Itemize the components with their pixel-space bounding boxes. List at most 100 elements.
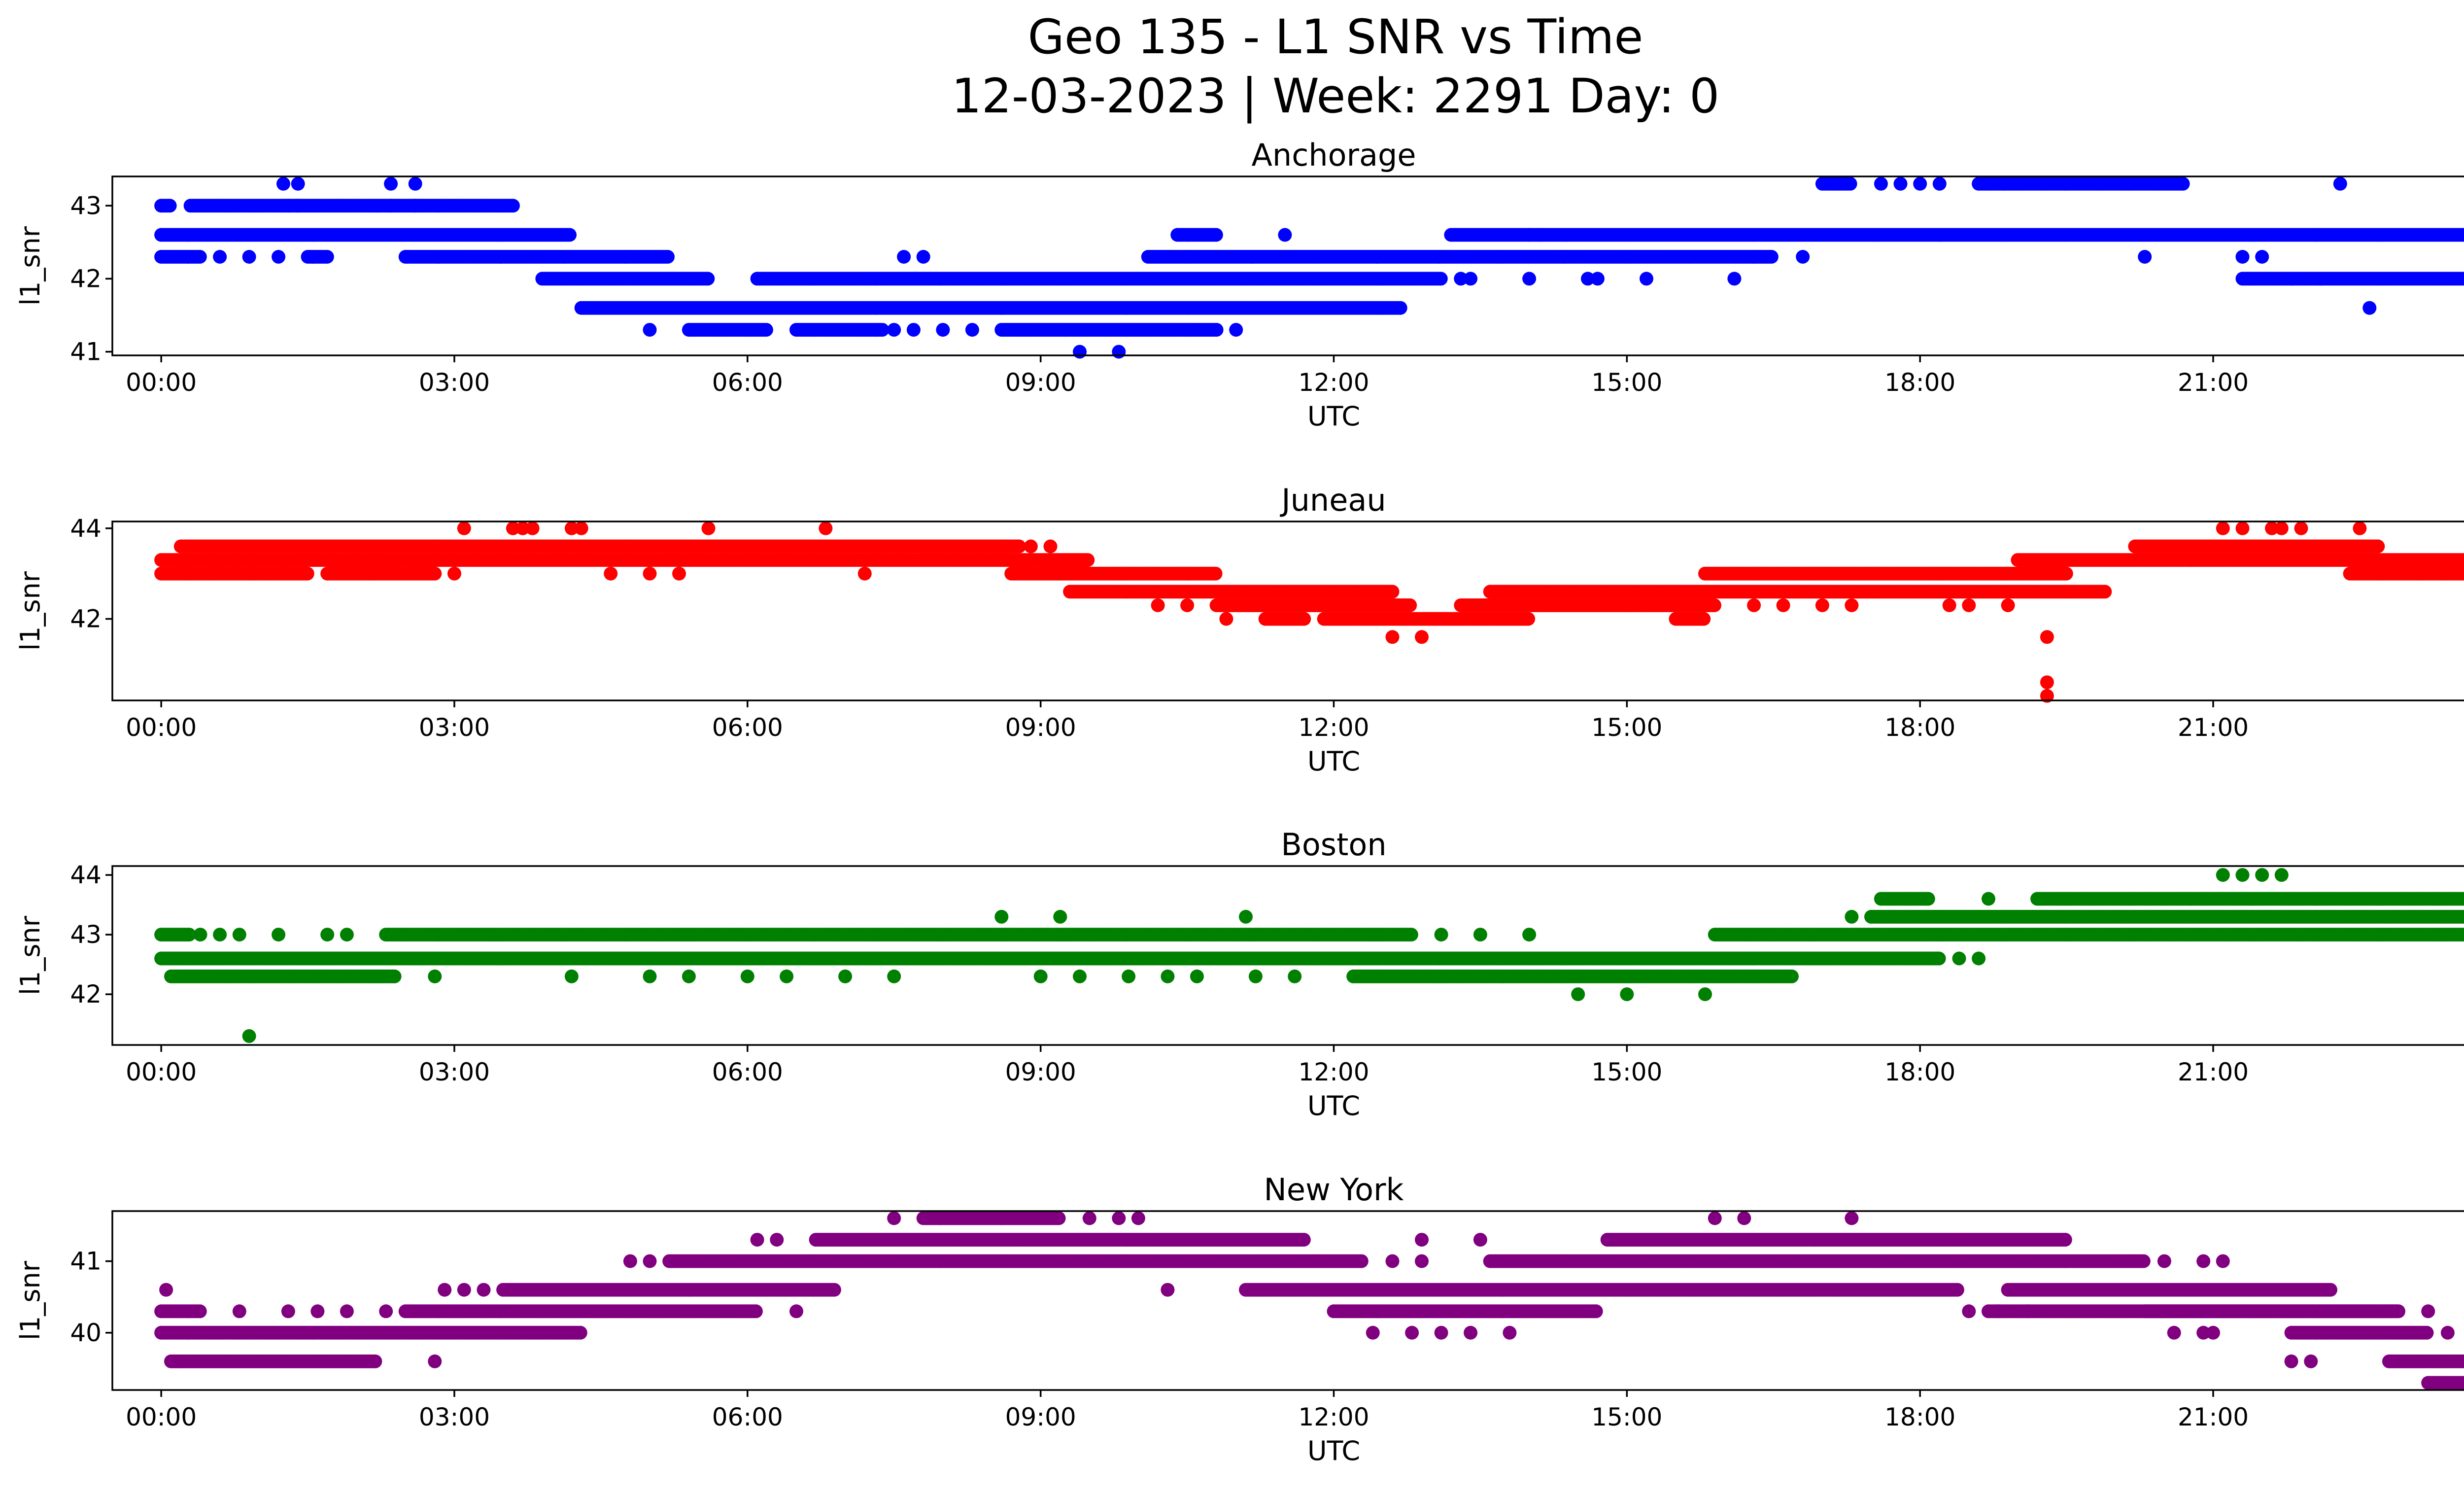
panel0-point <box>1932 176 1947 191</box>
panel1-point <box>643 566 657 581</box>
panel1-point <box>1151 598 1165 612</box>
panel0-point <box>563 228 577 242</box>
panel1-point <box>1385 630 1400 644</box>
panel0-point <box>2235 250 2250 264</box>
panel0-point <box>2314 272 2328 286</box>
panel0-point <box>1393 301 1407 315</box>
panel1-point <box>2235 521 2250 535</box>
panel1-point <box>604 566 618 581</box>
panel0-point <box>1532 228 1546 242</box>
panel0-point <box>701 272 715 286</box>
panel0-point <box>281 199 295 213</box>
figure-title-line2: 12-03-2023 | Week: 2291 Day: 0 <box>952 69 1720 124</box>
panel0-point <box>272 250 286 264</box>
panel0-point <box>2138 250 2152 264</box>
panel0-point <box>1727 272 1742 286</box>
panel0-point <box>897 250 911 264</box>
panel1-point <box>2353 521 2367 535</box>
panel0-point <box>1893 176 1908 191</box>
panel0-point <box>1112 345 1126 359</box>
panel0-point <box>887 323 901 337</box>
panel1-point <box>2371 539 2385 554</box>
panel0-point <box>408 199 422 213</box>
panel0-point <box>384 176 398 191</box>
panel1-xtick-label: 03:00 <box>419 713 490 742</box>
panel1-point <box>428 566 442 581</box>
panel0-point <box>1434 272 1448 286</box>
panel0-xtick-label: 06:00 <box>712 368 783 397</box>
panel1-point <box>1385 585 1400 599</box>
panel0-ytick-label: 42 <box>70 264 102 293</box>
panel1-point <box>1962 598 1976 612</box>
panel1-point <box>1415 630 1429 644</box>
panel1-point <box>2274 521 2289 535</box>
panel1-point <box>1815 598 1829 612</box>
panel0-ytick-label: 41 <box>70 338 102 366</box>
panel0-point <box>1522 272 1537 286</box>
panel1-point <box>1521 612 1536 626</box>
panel0-point <box>291 199 305 213</box>
panel1-point <box>701 521 716 535</box>
panel1-point <box>672 566 686 581</box>
panel1-point <box>1297 612 1311 626</box>
panel1-point <box>525 521 540 535</box>
panel1-points <box>154 521 2464 703</box>
panel0-point <box>2176 176 2190 191</box>
panel1-point <box>2216 521 2230 535</box>
panel1-point <box>1081 553 1095 567</box>
panel1-point <box>574 521 588 535</box>
panel1-xtick-label: 00:00 <box>126 713 197 742</box>
panel1-point <box>2098 585 2112 599</box>
panel0-point <box>1640 272 1653 286</box>
panel0-point <box>1843 176 1857 191</box>
panel0-point <box>2461 229 2464 241</box>
panel0-point <box>759 323 773 337</box>
panel1-point <box>447 566 461 581</box>
panel0-ytick-label: 43 <box>70 191 102 220</box>
panel1-point <box>1336 612 1351 626</box>
panel0-point <box>1590 272 1605 286</box>
panel1-point <box>1776 598 1790 612</box>
panel0-xtick-label: 00:00 <box>126 368 197 397</box>
panel0-point <box>906 323 921 337</box>
figure-title-line1: Geo 135 - L1 SNR vs Time <box>1028 9 1643 65</box>
panel0-point <box>1073 345 1087 359</box>
panel0-point <box>1278 228 1292 242</box>
panel1-point <box>1942 598 1956 612</box>
panel0-xtick-label: 18:00 <box>1884 368 1955 397</box>
panel1-point <box>857 566 872 581</box>
panel1-point <box>1697 612 1711 626</box>
panel0-xtick-label: 03:00 <box>419 368 490 397</box>
panel0-point <box>1229 323 1243 337</box>
panel0-point <box>408 176 422 191</box>
panel1-xtick-label: 06:00 <box>712 713 783 742</box>
panel1-point <box>457 521 471 535</box>
panel0-point <box>916 250 930 264</box>
panel0-point <box>1209 323 1224 337</box>
panel0-point <box>276 176 290 191</box>
panel1-title: Juneau <box>1279 482 1386 518</box>
panel0-point <box>2333 176 2347 191</box>
panel0-xlabel: UTC <box>1307 401 1360 432</box>
panel0-point <box>2255 250 2269 264</box>
panel0-point <box>320 250 334 264</box>
panel1-point <box>1043 539 1058 554</box>
panel1-point <box>1180 598 1195 612</box>
panel0-point <box>2284 272 2298 286</box>
panel0-point <box>213 250 227 264</box>
panel0-xtick-label: 12:00 <box>1298 368 1369 397</box>
panel0-xtick-label: 15:00 <box>1591 368 1662 397</box>
panel0-xtick-label: 09:00 <box>1005 368 1076 397</box>
panel1-point <box>1747 598 1761 612</box>
panel0-point <box>1764 250 1779 264</box>
panel0-xtick-label: 21:00 <box>2178 368 2249 397</box>
panel1-point <box>2001 598 2015 612</box>
panel1-point <box>1403 598 1417 612</box>
panel0-point <box>193 250 207 264</box>
panel1-point <box>1219 612 1233 626</box>
